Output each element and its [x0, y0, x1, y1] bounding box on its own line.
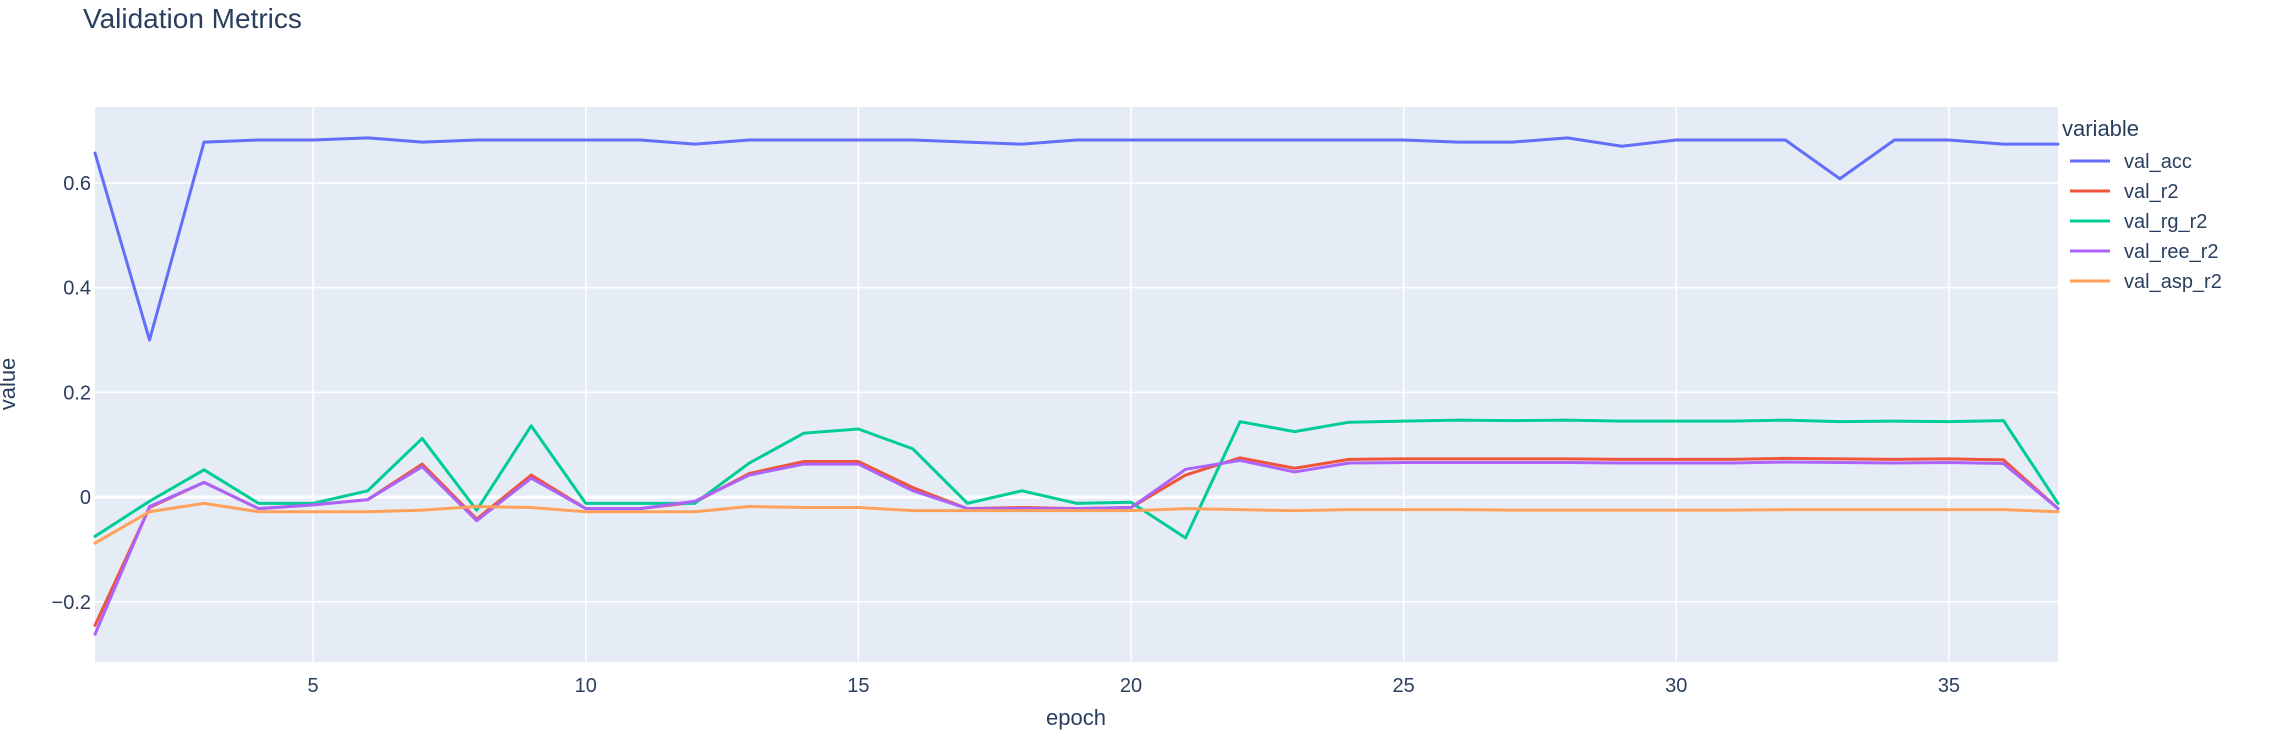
y-tick-label: 0.6 [63, 173, 91, 195]
legend-label: val_acc [2124, 151, 2192, 173]
legend: variable val_acc val_r2 val_rg_r2 val_ree_r… [2062, 116, 2222, 293]
x-axis-ticks: 5 10 15 20 25 30 35 [308, 675, 1961, 697]
x-tick-label: 15 [847, 675, 869, 697]
x-tick-label: 35 [1938, 675, 1960, 697]
y-axis-ticks: −0.2 0 0.2 0.4 0.6 [52, 173, 91, 614]
y-tick-label: 0.4 [63, 278, 91, 300]
legend-label: val_rg_r2 [2124, 211, 2207, 233]
grid-layer [95, 107, 2058, 662]
y-axis-title: value [0, 358, 20, 411]
chart-title: Validation Metrics [83, 3, 302, 34]
legend-item-val-asp-r2[interactable]: val_asp_r2 [2070, 271, 2222, 293]
x-tick-label: 10 [575, 675, 597, 697]
legend-label: val_asp_r2 [2124, 271, 2222, 293]
legend-item-val-acc[interactable]: val_acc [2070, 151, 2192, 173]
x-tick-label: 25 [1393, 675, 1415, 697]
x-tick-label: 20 [1120, 675, 1142, 697]
series-line-val-asp-r2 [93, 501, 2060, 545]
legend-item-val-r2[interactable]: val_r2 [2070, 181, 2178, 203]
legend-title: variable [2062, 116, 2139, 141]
legend-items: val_acc val_r2 val_rg_r2 val_ree_r2 val_asp_… [2070, 151, 2222, 293]
legend-label: val_r2 [2124, 181, 2178, 203]
series-layer [93, 136, 2060, 636]
y-tick-label: 0.2 [63, 382, 91, 404]
y-tick-label: 0 [80, 487, 91, 509]
legend-item-val-ree-r2[interactable]: val_ree_r2 [2070, 241, 2219, 263]
y-tick-label: −0.2 [52, 592, 91, 614]
plot-area [95, 107, 2058, 662]
series-line-val-rg-r2 [93, 418, 2060, 540]
x-tick-label: 5 [308, 675, 319, 697]
legend-item-val-rg-r2[interactable]: val_rg_r2 [2070, 211, 2207, 233]
x-axis-title: epoch [1046, 705, 1106, 730]
legend-label: val_ree_r2 [2124, 241, 2219, 263]
x-tick-label: 30 [1665, 675, 1687, 697]
series-line-val-ree-r2 [93, 458, 2060, 636]
series-line-val-acc [93, 136, 2060, 342]
